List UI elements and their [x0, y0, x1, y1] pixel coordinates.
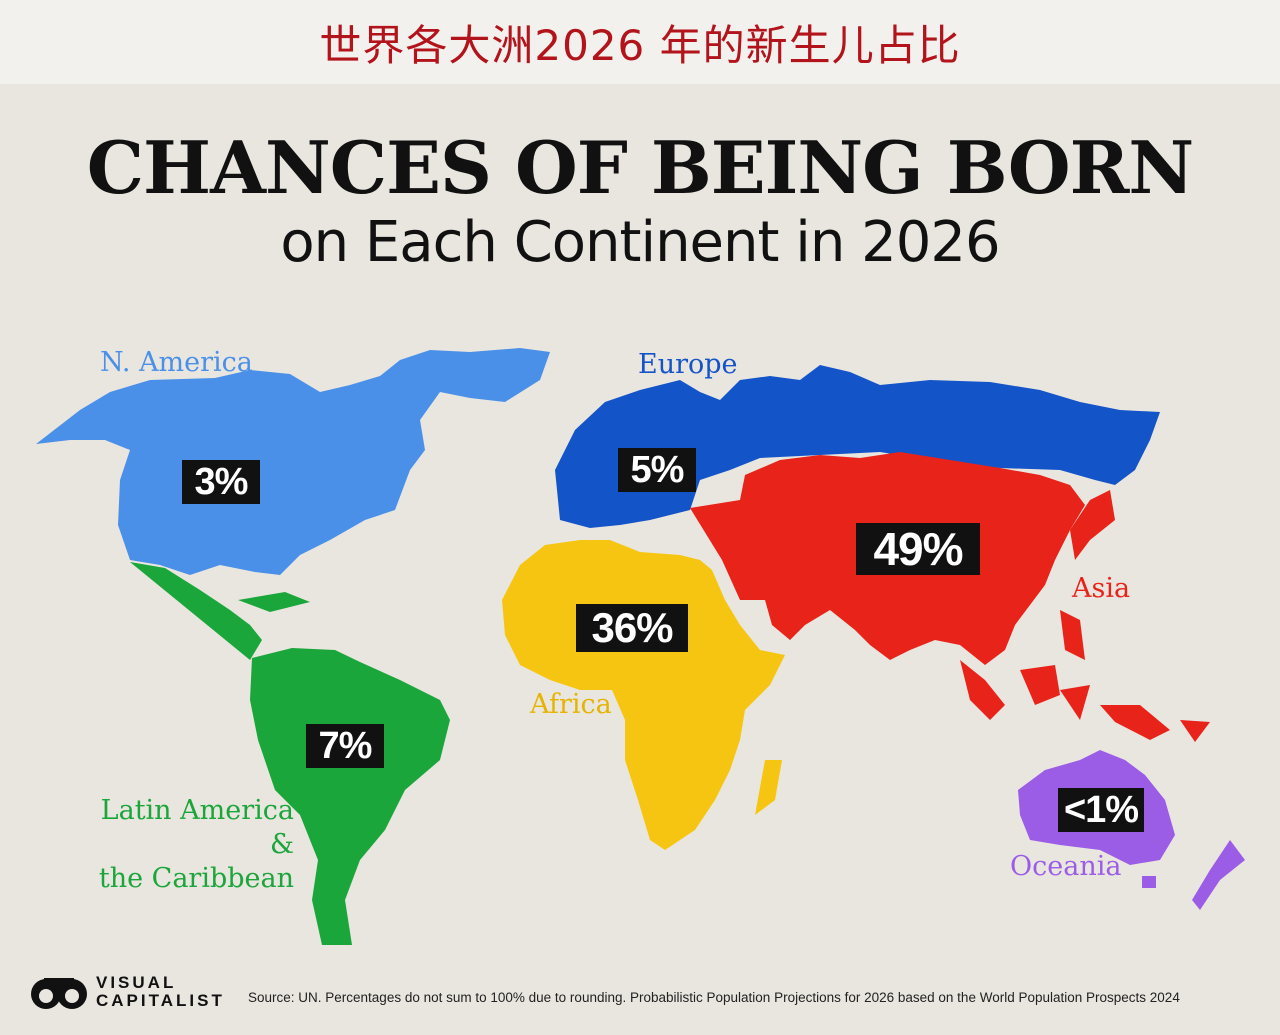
north-america-percent: 3% — [182, 460, 260, 504]
page-title: CHANCES OF BEING BORN — [86, 125, 1195, 210]
latin-america-label-line1: Latin America & — [100, 795, 294, 860]
source-note: Source: UN. Percentages do not sum to 10… — [248, 990, 1180, 1005]
asia-region — [690, 452, 1210, 742]
north-america-label: N. America — [100, 347, 253, 378]
africa-label: Africa — [530, 689, 612, 720]
europe-label: Europe — [638, 349, 738, 380]
europe-region — [555, 365, 1160, 528]
page-subtitle: on Each Continent in 2026 — [280, 210, 1000, 275]
latin-america-region — [130, 562, 450, 945]
binoculars-icon — [31, 978, 87, 1009]
oceania-label: Oceania — [1010, 851, 1122, 882]
africa-percent: 36% — [576, 604, 688, 652]
latin-america-label: Latin America & the Caribbean — [94, 794, 294, 896]
latin-america-label-line2: the Caribbean — [98, 863, 294, 894]
asia-percent: 49% — [856, 523, 980, 575]
visual-capitalist-logo: VISUAL CAPITALIST — [30, 970, 230, 1014]
oceania-percent: <1% — [1058, 788, 1144, 832]
logo-line2: CAPITALIST — [96, 991, 225, 1010]
asia-label: Asia — [1072, 573, 1131, 604]
latin-america-percent: 7% — [306, 724, 384, 768]
north-america-region — [36, 348, 550, 575]
banner: 世界各大洲2026 年的新生儿占比 — [0, 0, 1280, 84]
africa-region — [502, 540, 785, 850]
europe-percent: 5% — [618, 448, 696, 492]
logo-line1: VISUAL — [96, 973, 177, 992]
banner-title: 世界各大洲2026 年的新生儿占比 — [319, 20, 961, 70]
